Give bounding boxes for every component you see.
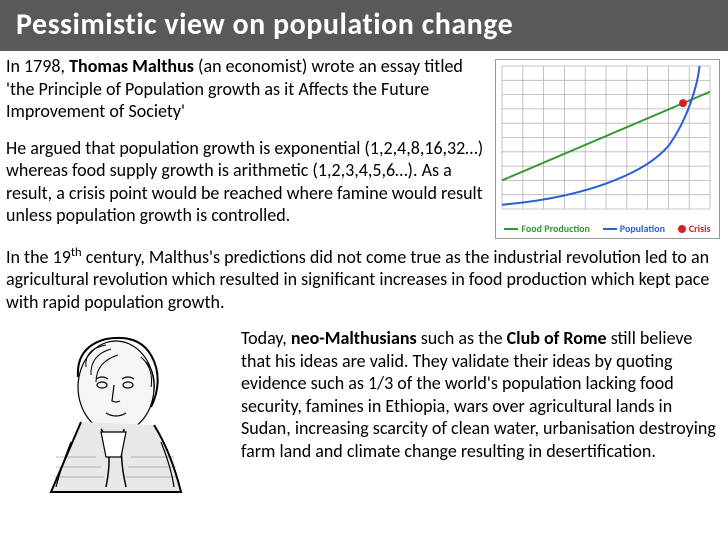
p1-bold: Thomas Malthus (69, 55, 194, 77)
legend-pop-swatch (603, 228, 617, 230)
p1-pre: In 1798, (6, 55, 69, 77)
mid-section: In the 19th century, Malthus's predictio… (0, 241, 728, 314)
paragraph-4: Today, neo-Malthusians such as the Club … (241, 327, 718, 462)
paragraph-2: He argued that population growth is expo… (6, 137, 487, 227)
intro-text-column: In 1798, Thomas Malthus (an economist) w… (6, 55, 487, 241)
malthus-portrait-icon (6, 327, 221, 497)
top-section: In 1798, Thomas Malthus (an economist) w… (0, 51, 728, 241)
chart-svg (496, 60, 716, 215)
legend-crisis-label: Crisis (689, 222, 711, 235)
chart-column: Food Production Population Crisis (495, 55, 720, 241)
bottom-section: Today, neo-Malthusians such as the Club … (0, 313, 728, 502)
legend-food-swatch (504, 228, 518, 230)
legend-crisis-swatch (678, 225, 686, 233)
portrait-column (6, 327, 221, 502)
chart-legend: Food Production Population Crisis (496, 220, 719, 238)
legend-pop-label: Population (620, 222, 665, 235)
legend-food: Food Production (504, 222, 590, 235)
legend-food-label: Food Production (521, 222, 590, 235)
p4-b2: Club of Rome (507, 327, 607, 349)
p3-sup: th (71, 245, 82, 260)
paragraph-1: In 1798, Thomas Malthus (an economist) w… (6, 55, 487, 123)
legend-crisis: Crisis (678, 222, 711, 235)
p4-mid: such as the (417, 327, 507, 349)
legend-population: Population (603, 222, 665, 235)
p4-b1: neo-Malthusians (291, 327, 417, 349)
today-text-column: Today, neo-Malthusians such as the Club … (241, 327, 718, 462)
p3-pre: In the 19 (6, 246, 71, 268)
slide-title: Pessimistic view on population change (0, 0, 728, 51)
paragraph-3: In the 19th century, Malthus's predictio… (6, 245, 720, 314)
p3-post: century, Malthus's predictions did not c… (6, 246, 709, 313)
malthus-chart: Food Production Population Crisis (495, 59, 720, 239)
p4-pre: Today, (241, 327, 291, 349)
